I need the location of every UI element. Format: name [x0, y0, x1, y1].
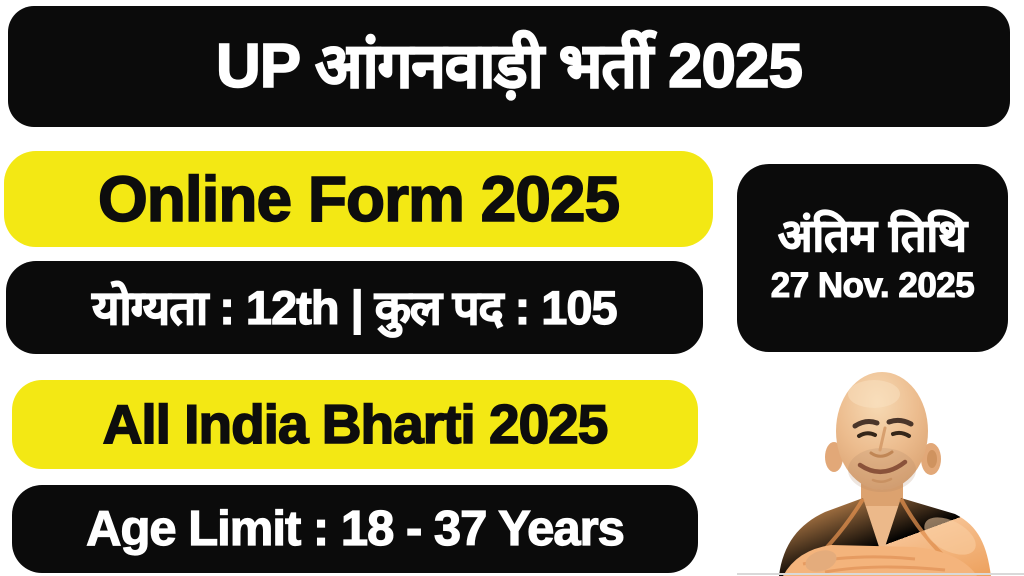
hand: [805, 550, 837, 572]
person-photo-illustration: [779, 372, 991, 576]
last-date-value: 27 Nov. 2025: [770, 266, 975, 305]
photo-baseline: [737, 573, 1024, 575]
title-banner: UP आंगनवाड़ी भर्ती 2025: [8, 6, 1010, 127]
age-limit-text: Age Limit : 18 - 37 Years: [85, 501, 625, 556]
last-date-label: अंतिम तिथि: [777, 210, 967, 261]
online-form-text: Online Form 2025: [97, 163, 621, 235]
title-text: UP आंगनवाड़ी भर्ती 2025: [215, 31, 804, 101]
shoulder-highlight: [924, 517, 976, 555]
person-photo: [763, 358, 1015, 576]
eligibility-text: योग्यता : 12th | कुल पद : 105: [92, 281, 619, 334]
chest: [859, 506, 905, 558]
age-limit-banner: Age Limit : 18 - 37 Years: [12, 485, 698, 573]
eligibility-banner: योग्यता : 12th | कुल पद : 105: [6, 261, 703, 354]
all-india-bharti-text: All India Bharti 2025: [102, 393, 609, 455]
face-features: [852, 417, 914, 483]
online-form-banner: Online Form 2025: [4, 151, 713, 247]
all-india-bharti-banner: All India Bharti 2025: [12, 380, 698, 469]
arm-fold-2: [824, 565, 946, 574]
last-date-box: अंतिम तिथि 27 Nov. 2025: [737, 164, 1008, 352]
forehead-shine: [848, 380, 900, 408]
